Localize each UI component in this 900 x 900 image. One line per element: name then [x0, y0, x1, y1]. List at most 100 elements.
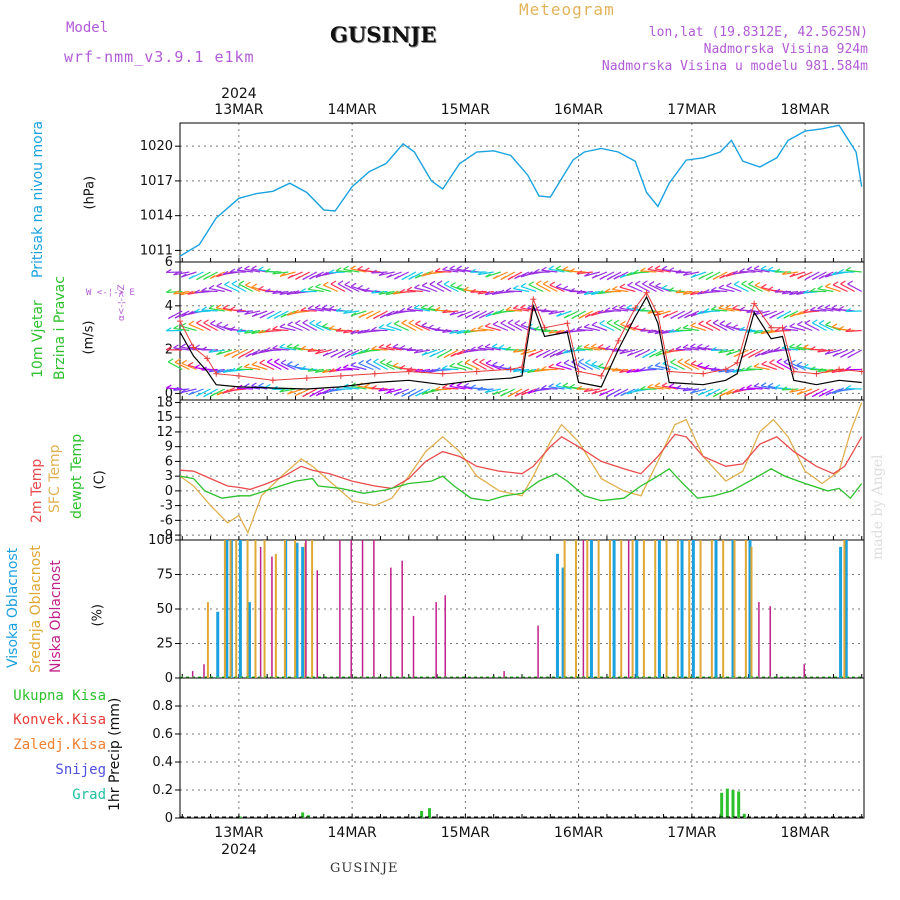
- wind-arrow: [449, 268, 466, 273]
- cloud-high-bar: [612, 540, 616, 678]
- wind-arrow: [569, 329, 586, 333]
- wind-arrow-head: [845, 366, 852, 371]
- wind-arrow: [761, 363, 777, 371]
- wind-arrow-head: [449, 329, 455, 334]
- wind-arrow-head: [295, 275, 301, 280]
- cloud-low-bar: [373, 540, 375, 678]
- wind-arrow: [456, 268, 473, 273]
- wind-arrow-head: [697, 391, 704, 396]
- wind-arrow-head: [640, 267, 646, 272]
- wind-arrow-head: [406, 367, 413, 372]
- wind-arrow-head: [760, 265, 767, 270]
- wind-arrow-head: [514, 319, 521, 324]
- wind-arrow: [421, 368, 438, 374]
- wind-arrow-head: [251, 330, 257, 335]
- wind-arrow-head: [682, 344, 689, 349]
- wind-arrow: [322, 271, 339, 276]
- wind-arrow-head: [732, 324, 739, 329]
- wind-arrow: [627, 349, 643, 357]
- wind-arrow-head: [783, 358, 790, 363]
- wind-arrow: [302, 322, 318, 332]
- wind-arrow-head: [180, 291, 187, 296]
- wind-arrow: [259, 310, 275, 319]
- wind-arrow-head: [583, 388, 590, 393]
- wind-arrow-head: [265, 328, 271, 333]
- wind-arrow-head: [675, 384, 682, 389]
- wind-arrow-head: [379, 314, 386, 319]
- wind-arrow-head: [421, 390, 428, 395]
- cloud-low-bar: [316, 570, 318, 678]
- wind-arrow: [315, 349, 332, 355]
- wind-arrow-head: [796, 390, 803, 395]
- wind-arrow: [556, 286, 572, 293]
- wind-arrow: [287, 271, 303, 279]
- wind-arrow: [633, 328, 650, 332]
- wind-arrow-head: [491, 290, 498, 295]
- wind-arrow: [414, 349, 431, 354]
- wind-arrow-head: [492, 275, 499, 280]
- wind-arrow-head: [421, 304, 427, 309]
- wind-arrow-head: [245, 281, 251, 286]
- wind-arrow: [307, 368, 324, 372]
- wind-arrow-head: [626, 322, 633, 327]
- wind-arrow-head: [477, 290, 484, 295]
- wind-arrow-head: [576, 270, 583, 275]
- wind-arrow-head: [379, 358, 386, 363]
- wind-arrow-head: [434, 386, 441, 391]
- wind-arrow-head: [378, 344, 385, 349]
- bottom-day-label: 17MAR: [667, 825, 716, 841]
- wind-arrow: [507, 322, 523, 332]
- wind-arrow: [811, 271, 827, 281]
- wind-arrow-head: [590, 343, 597, 348]
- wind-arrow-head: [718, 304, 724, 309]
- wind-arrow: [677, 310, 693, 320]
- wind-arrow-head: [307, 305, 314, 310]
- bottom-day-label: 13MAR: [214, 825, 263, 841]
- cloud-mid-bar: [654, 540, 657, 678]
- wind-arrow-head: [265, 268, 271, 273]
- wind-arrow-head: [754, 281, 761, 286]
- cloud-mid-bar: [750, 546, 753, 678]
- wind-arrow: [803, 310, 820, 314]
- wind-arrow-head: [344, 281, 351, 286]
- wind-arrow: [485, 388, 501, 394]
- wind-arrow: [578, 361, 594, 371]
- wind-arrow: [322, 388, 339, 395]
- wind-arrow: [599, 388, 615, 397]
- wind-arrow-head: [173, 386, 179, 391]
- wind-arrow-head: [188, 320, 195, 325]
- wind-arrow: [789, 271, 806, 278]
- wind-arrow-head: [165, 268, 172, 273]
- wind-arrow-head: [796, 343, 802, 348]
- wind-arrow-head: [272, 270, 278, 275]
- wind-arrow: [173, 347, 190, 351]
- wind-arrow-head: [789, 313, 796, 318]
- wind-arrow: [406, 349, 423, 352]
- wind-arrow-head: [287, 361, 293, 366]
- wind-arrow-head: [818, 275, 825, 280]
- wind-arrow-head: [769, 314, 775, 319]
- wind-arrow-head: [810, 306, 816, 311]
- wind-arrow-head: [371, 289, 377, 294]
- wind-arrow: [224, 349, 240, 357]
- wind-arrow: [378, 271, 395, 277]
- wind-arrow-head: [818, 319, 825, 324]
- wind-arrow: [286, 290, 303, 296]
- wind-arrow-head: [534, 326, 540, 331]
- wind-arrow: [181, 362, 197, 371]
- wind-arrow: [272, 347, 289, 351]
- wind-arrow: [832, 284, 848, 293]
- wind-arrow: [520, 307, 537, 312]
- wind-arrow: [520, 349, 537, 356]
- wind-arrow: [754, 284, 770, 293]
- wind-arrow: [401, 388, 417, 397]
- wind-arrow: [229, 368, 247, 372]
- wind-arrow-head: [251, 382, 257, 387]
- wind-arrow: [746, 368, 763, 371]
- wind-arrow: [216, 285, 233, 293]
- wind-arrow-head: [393, 320, 400, 325]
- wind-arrow-head: [294, 392, 301, 397]
- wind-arrow-head: [528, 281, 535, 286]
- wind-arrow: [267, 310, 282, 320]
- wind-arrow: [350, 268, 367, 273]
